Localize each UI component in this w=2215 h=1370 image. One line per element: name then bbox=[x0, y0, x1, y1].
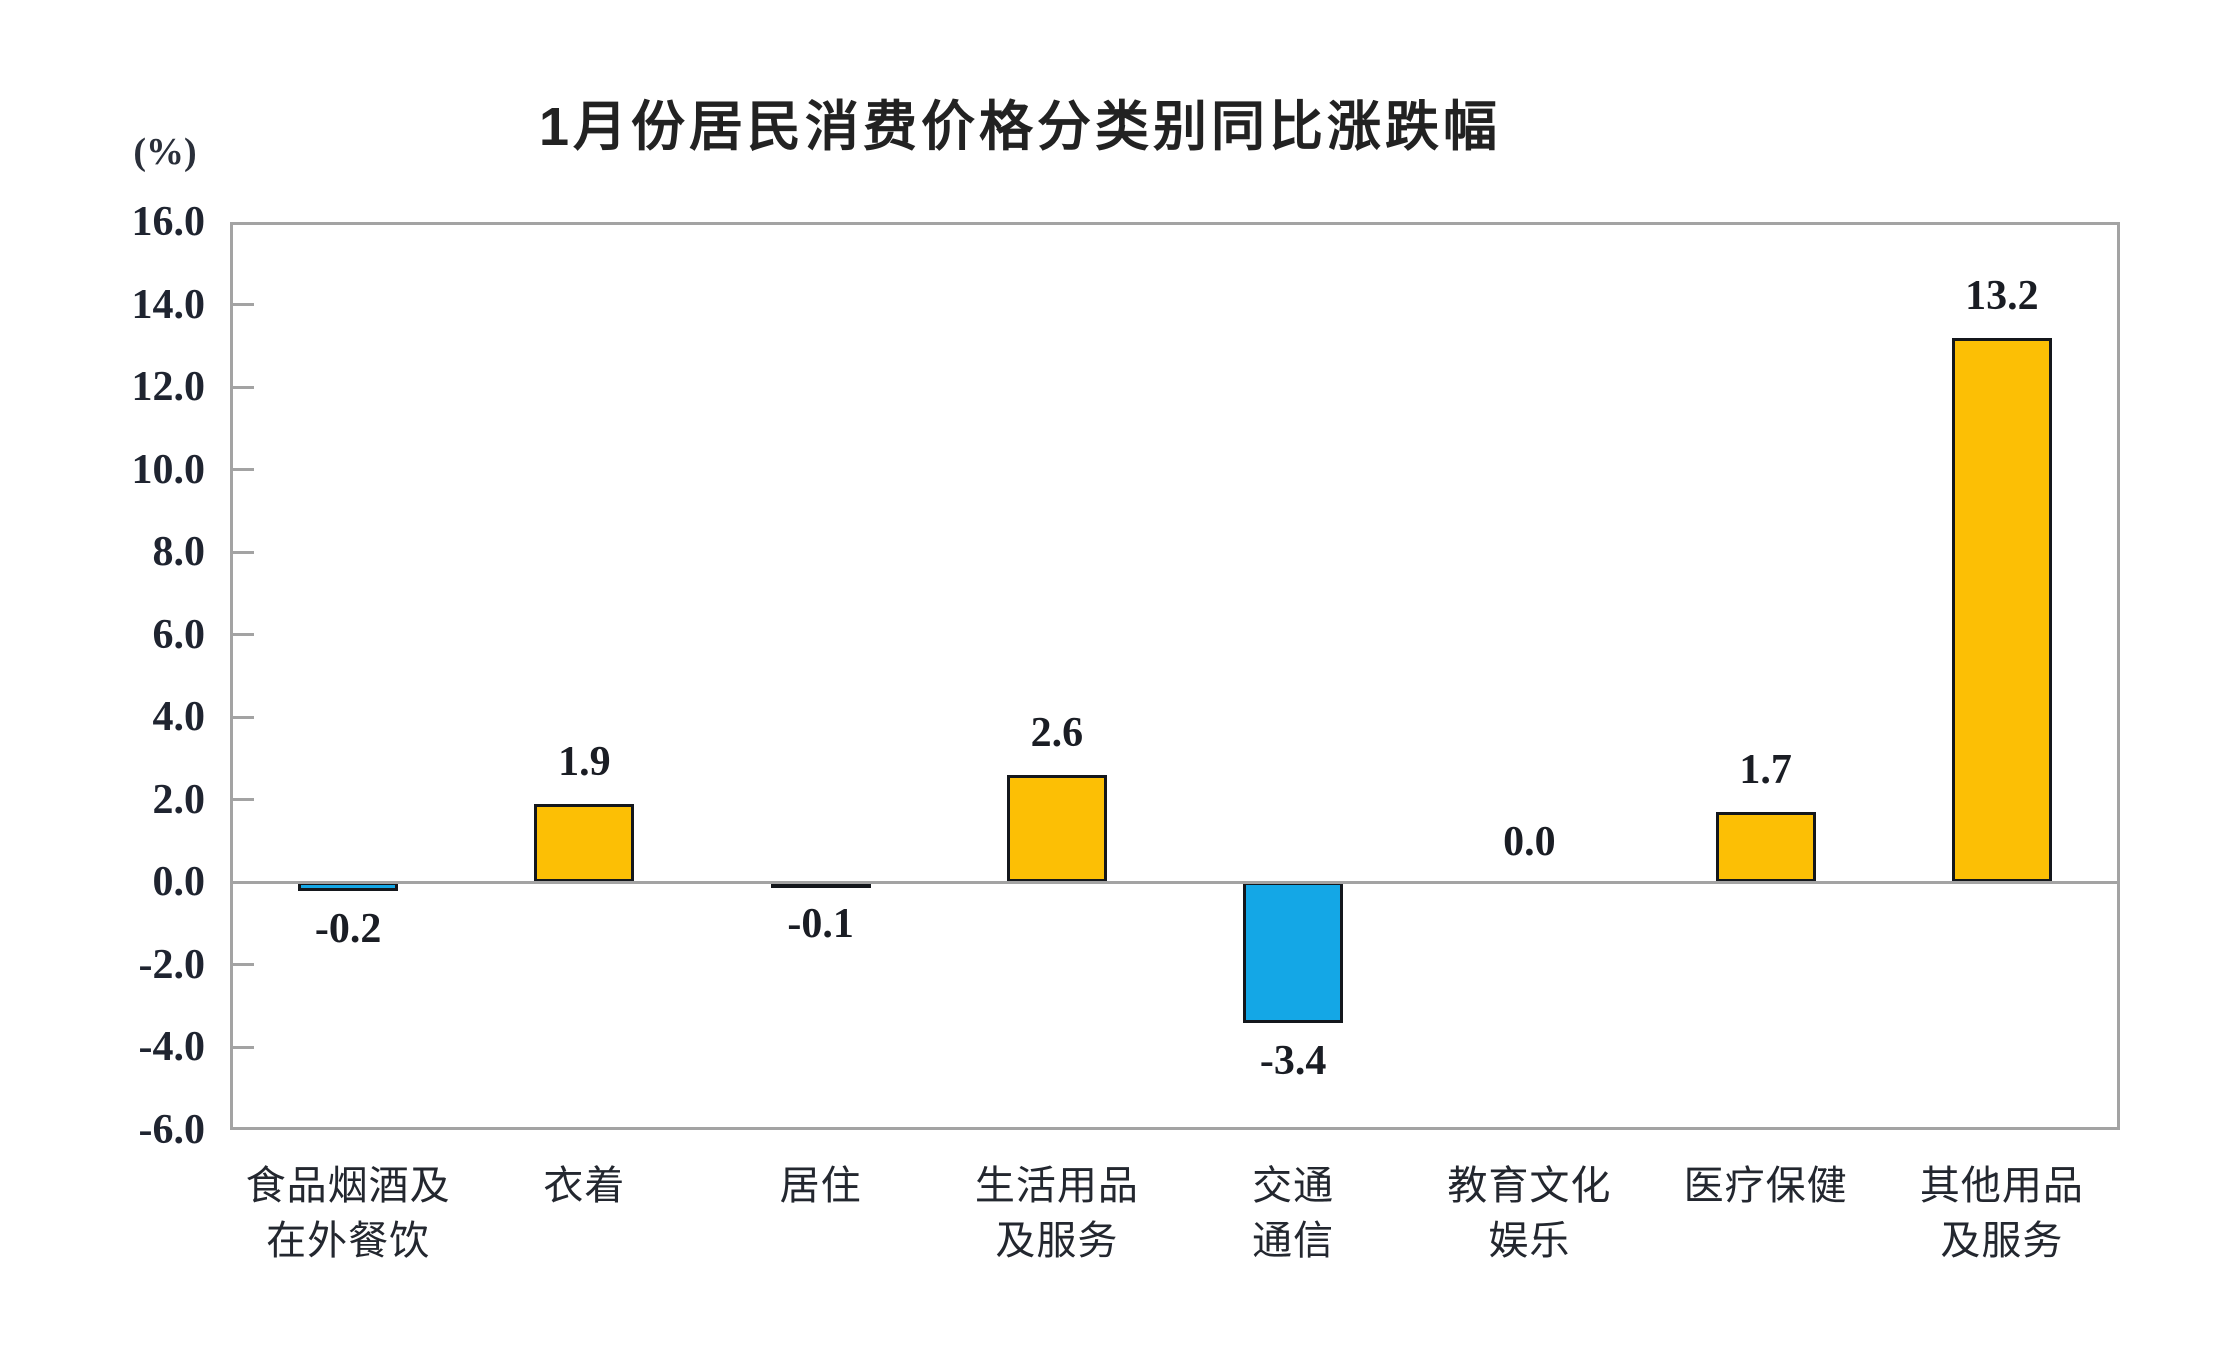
y-tick-label: 10.0 bbox=[131, 446, 206, 493]
bar bbox=[1243, 882, 1344, 1023]
y-tick-mark bbox=[230, 468, 254, 472]
y-tick-label: -2.0 bbox=[138, 941, 206, 988]
y-tick-mark bbox=[230, 798, 254, 802]
y-tick-mark bbox=[230, 385, 254, 389]
y-tick-label: 4.0 bbox=[152, 694, 206, 741]
bar-value-label: -0.1 bbox=[787, 901, 854, 948]
y-tick-label: -6.0 bbox=[138, 1107, 206, 1153]
bar-value-label: 1.7 bbox=[1739, 747, 1792, 794]
y-tick-label: 12.0 bbox=[131, 364, 206, 411]
bar bbox=[1951, 337, 2052, 883]
bar bbox=[1006, 775, 1107, 883]
category-label: 教育文化 娱乐 bbox=[1447, 1163, 1612, 1263]
y-tick-mark bbox=[230, 550, 254, 554]
y-tick-mark bbox=[230, 1045, 254, 1049]
category-label: 交通 通信 bbox=[1252, 1163, 1335, 1263]
category-label: 其他用品 及服务 bbox=[1919, 1163, 2084, 1263]
chart-title: 1月份居民消费价格分类别同比涨跌幅 bbox=[538, 97, 1502, 157]
bar bbox=[1715, 812, 1816, 883]
bar bbox=[534, 803, 635, 883]
y-tick-label: 6.0 bbox=[152, 611, 206, 658]
zero-baseline bbox=[230, 880, 2120, 884]
y-tick-label: 2.0 bbox=[152, 776, 206, 823]
y-tick-label: 16.0 bbox=[131, 199, 206, 245]
y-axis-unit-label: (%) bbox=[133, 131, 197, 173]
bar-value-label: 13.2 bbox=[1965, 272, 2039, 319]
y-tick-label: -4.0 bbox=[138, 1024, 206, 1071]
plot-area bbox=[230, 222, 2120, 1130]
y-tick-label: 14.0 bbox=[131, 281, 206, 328]
y-tick-mark bbox=[230, 303, 254, 307]
y-tick-mark bbox=[230, 715, 254, 719]
y-tick-label: 8.0 bbox=[152, 529, 206, 576]
bar-value-label: 1.9 bbox=[558, 738, 611, 785]
y-tick-label: 0.0 bbox=[152, 859, 206, 906]
category-label: 居住 bbox=[779, 1163, 862, 1208]
y-tick-mark bbox=[230, 633, 254, 637]
bar-value-label: 2.6 bbox=[1030, 710, 1084, 757]
category-label: 生活用品 及服务 bbox=[974, 1163, 1139, 1263]
bar bbox=[298, 882, 399, 891]
category-label: 医疗保健 bbox=[1683, 1163, 1848, 1208]
bar bbox=[770, 882, 871, 889]
bar-value-label: -3.4 bbox=[1259, 1037, 1327, 1084]
bar-value-label: -0.2 bbox=[314, 905, 382, 952]
bar-value-label: 0.0 bbox=[1503, 819, 1556, 866]
y-tick-mark bbox=[230, 963, 254, 967]
category-label: 食品烟酒及 在外餐饮 bbox=[245, 1163, 451, 1263]
category-label: 衣着 bbox=[543, 1163, 626, 1208]
